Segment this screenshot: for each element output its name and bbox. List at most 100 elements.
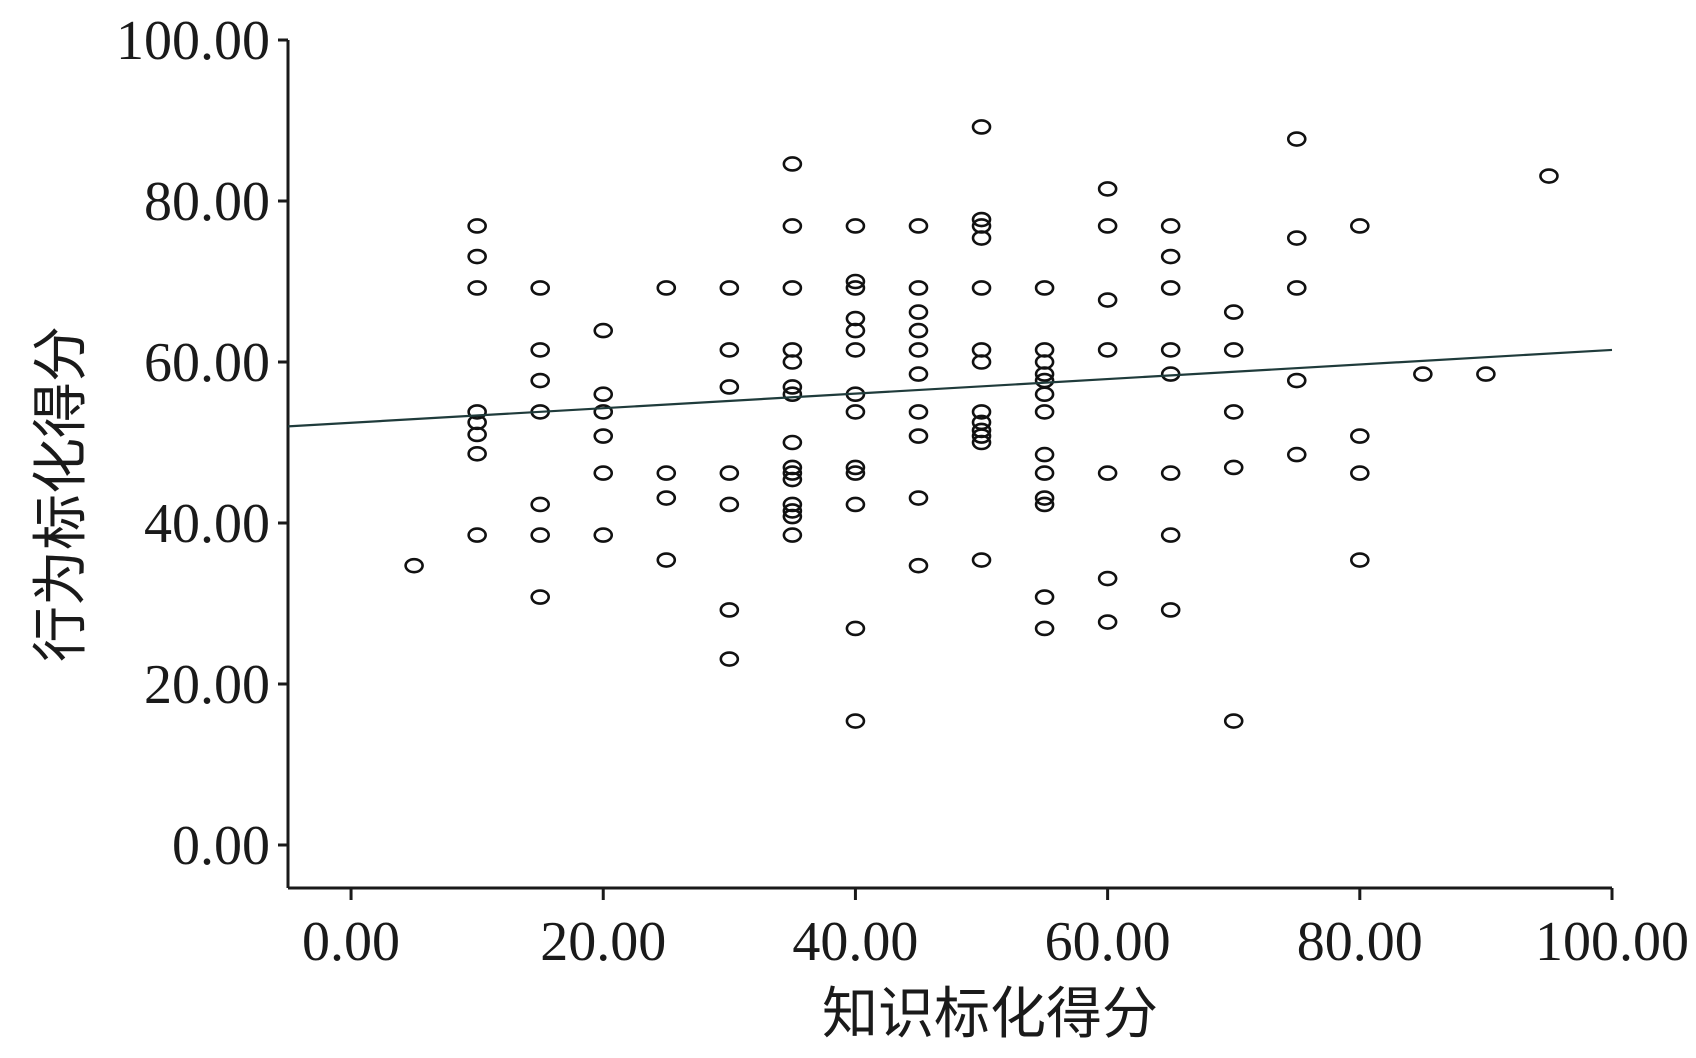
x-tick-label: 20.00 (540, 911, 666, 973)
y-tick-label: 0.00 (172, 815, 270, 877)
regression-fit-line (287, 348, 1613, 428)
x-tick-label: 60.00 (1045, 911, 1171, 973)
data-point (971, 211, 992, 228)
data-point (1350, 218, 1370, 234)
data-point (1223, 404, 1244, 420)
y-tick-label: 40.00 (144, 493, 270, 555)
data-point (1034, 620, 1055, 637)
y-axis-ticks: 0.00 20.00 40.00 60.00 80.00 100.00 (116, 10, 288, 877)
data-point (845, 342, 866, 358)
data-point (467, 527, 487, 543)
data-point (1286, 446, 1307, 463)
data-point (404, 557, 424, 574)
x-tick-label: 100.00 (1535, 911, 1689, 973)
data-point (971, 428, 992, 444)
data-point (1350, 428, 1370, 444)
axes: 0.00 20.00 40.00 60.00 80.00 100.00 0.00 20.00… (116, 10, 1689, 973)
data-point (1160, 280, 1181, 296)
data-point (656, 280, 677, 296)
data-point (845, 404, 866, 420)
data-point (971, 119, 992, 135)
data-point (719, 651, 740, 667)
data-point (908, 218, 929, 234)
data-point (908, 404, 929, 420)
data-point (1539, 168, 1559, 184)
data-point (782, 508, 803, 525)
data-point (1160, 248, 1181, 265)
data-point (467, 445, 487, 462)
data-point (1286, 280, 1307, 296)
data-point (719, 602, 740, 618)
data-point (845, 465, 866, 481)
data-point (530, 280, 550, 296)
data-point (593, 465, 614, 481)
data-point (719, 342, 740, 358)
data-points (404, 119, 1559, 729)
data-point (1413, 366, 1433, 382)
data-point (845, 218, 866, 234)
data-point (1223, 459, 1244, 476)
x-tick-label: 80.00 (1297, 911, 1423, 973)
data-point (530, 589, 550, 605)
data-point (719, 465, 740, 481)
data-point (467, 218, 487, 234)
data-point (656, 552, 677, 568)
data-point (782, 465, 803, 481)
data-point (593, 428, 614, 444)
data-point (467, 248, 487, 265)
data-point (719, 496, 740, 513)
x-axis-title: 知识标化得分 (822, 984, 1158, 1046)
data-point (1034, 490, 1055, 506)
data-point (845, 322, 866, 339)
data-point (908, 557, 929, 574)
data-point (782, 527, 803, 543)
data-point (1160, 342, 1181, 358)
data-point (1097, 181, 1118, 197)
data-point (530, 372, 550, 389)
data-point (530, 342, 550, 358)
data-point (1223, 304, 1244, 320)
data-point (1097, 292, 1118, 308)
data-point (1286, 131, 1307, 147)
data-point (593, 386, 614, 403)
data-point (593, 527, 614, 543)
data-point (908, 342, 929, 358)
data-point (845, 620, 866, 637)
data-point (656, 465, 677, 481)
data-point (467, 280, 487, 296)
data-point (1034, 386, 1055, 403)
data-point (782, 434, 803, 451)
data-point (1160, 218, 1181, 234)
x-axis-ticks: 0.00 20.00 40.00 60.00 80.00 100.00 (302, 888, 1689, 973)
data-point (1223, 713, 1244, 729)
data-point (908, 280, 929, 296)
data-point (1034, 404, 1055, 420)
data-point (719, 280, 740, 296)
data-point (1350, 465, 1370, 481)
data-point (1097, 342, 1118, 358)
data-point (845, 713, 866, 729)
data-point (593, 404, 614, 420)
data-point (1034, 496, 1055, 513)
data-point (845, 280, 866, 296)
data-point (908, 490, 929, 506)
data-point (1476, 366, 1496, 382)
data-point (1350, 552, 1370, 568)
data-point (908, 428, 929, 444)
y-tick-label: 80.00 (144, 171, 270, 233)
y-axis-title: 行为标化得分 (31, 326, 93, 662)
data-point (782, 471, 803, 488)
data-point (971, 354, 992, 370)
data-point (467, 426, 487, 443)
data-point (1097, 614, 1118, 630)
data-point (530, 527, 550, 543)
data-point (530, 496, 550, 513)
data-point (1097, 570, 1118, 587)
data-point (1286, 372, 1307, 389)
data-point (782, 156, 803, 172)
y-tick-label: 60.00 (144, 332, 270, 394)
data-point (782, 503, 803, 519)
data-point (1223, 342, 1244, 358)
